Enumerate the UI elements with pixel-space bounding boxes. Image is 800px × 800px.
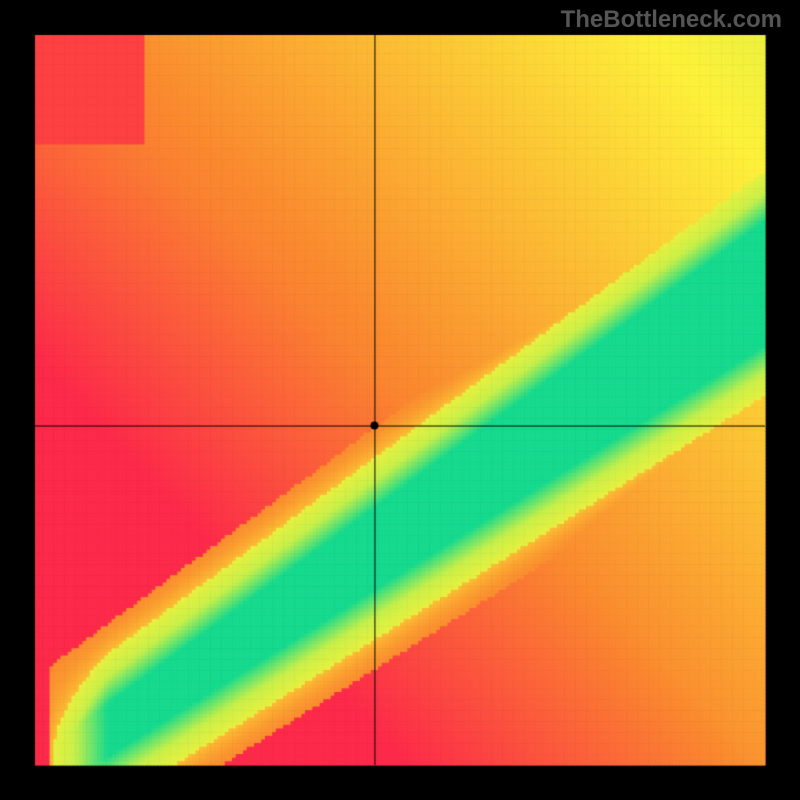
watermark-text: TheBottleneck.com: [561, 6, 782, 34]
chart-container: TheBottleneck.com: [0, 0, 800, 800]
bottleneck-heatmap: [0, 0, 800, 800]
